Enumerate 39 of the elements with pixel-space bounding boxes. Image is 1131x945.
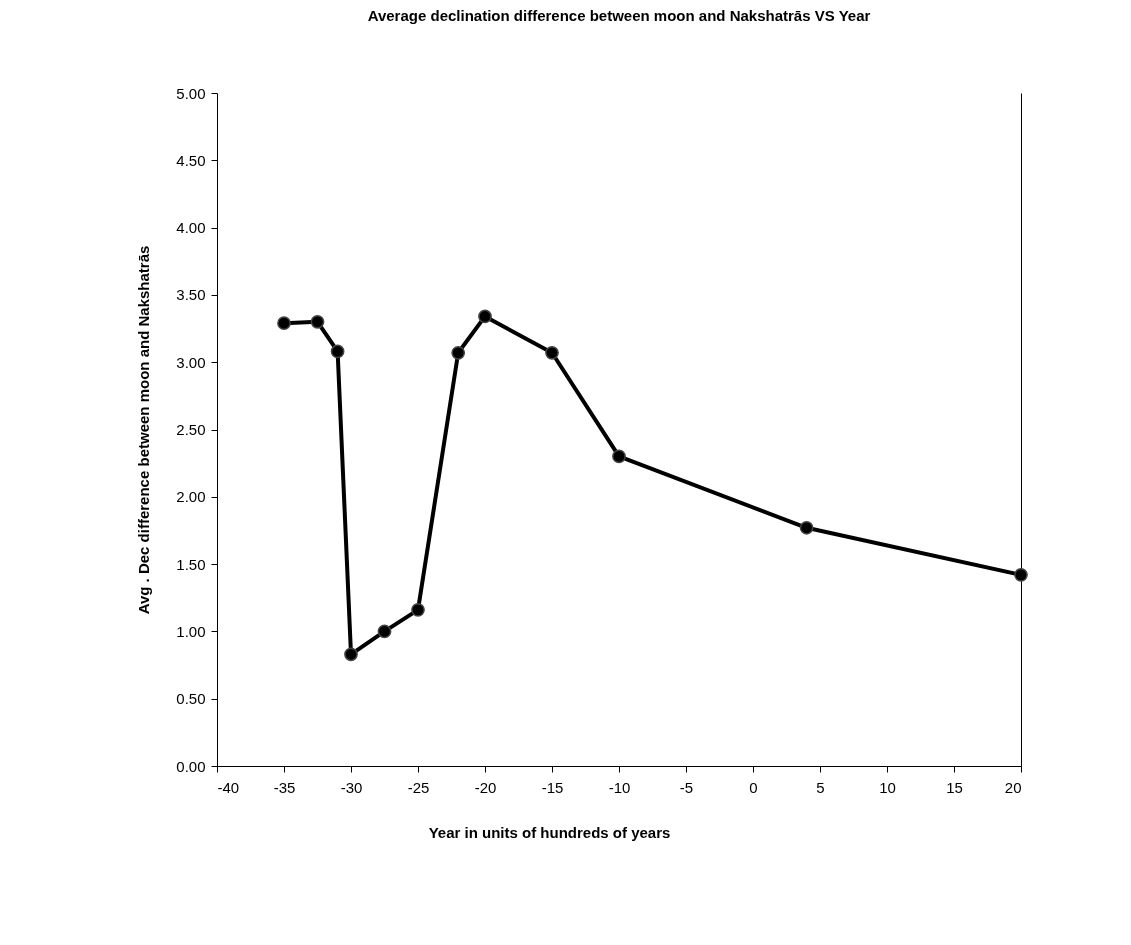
point bbox=[612, 449, 626, 464]
y-tick-label: 4.00 bbox=[176, 219, 206, 237]
point bbox=[411, 603, 425, 617]
x-tick-label: 0 bbox=[749, 778, 758, 796]
x-axis-title: Year in units of hundreds of years bbox=[428, 823, 671, 841]
point bbox=[799, 520, 814, 535]
x-tick-label: 15 bbox=[946, 778, 963, 796]
x-tick-label: -5 bbox=[679, 778, 694, 796]
point bbox=[1014, 568, 1028, 582]
y-tick-label: 3.50 bbox=[176, 286, 206, 304]
point bbox=[545, 345, 559, 360]
y-tick-label: 1.00 bbox=[176, 622, 206, 640]
x-tick-label: 5 bbox=[816, 778, 825, 796]
y-tick-label: 3.00 bbox=[176, 353, 206, 371]
y-tick-label: 1.50 bbox=[176, 555, 206, 573]
x-tick-label: -15 bbox=[541, 778, 564, 796]
y-tick-label: 2.50 bbox=[176, 421, 206, 438]
point bbox=[344, 647, 358, 662]
point bbox=[310, 314, 325, 329]
x-tick-label: -20 bbox=[474, 778, 497, 796]
point bbox=[377, 624, 392, 639]
x-tick-label: -35 bbox=[273, 778, 296, 796]
y-tick-label: 5.00 bbox=[176, 84, 206, 102]
point bbox=[277, 316, 291, 331]
y-axis-title: Avg . Dec difference between moon and Nakshatrās bbox=[135, 245, 153, 615]
x-tick-label: -10 bbox=[608, 778, 631, 796]
y-tick-label: 0.50 bbox=[176, 690, 206, 708]
y-tick-label: 0.00 bbox=[176, 757, 206, 775]
x-tick-label: -25 bbox=[407, 778, 430, 796]
point bbox=[330, 344, 345, 359]
x-tick-label: 20 bbox=[1004, 778, 1022, 796]
chart-title: Average declination difference between moon and Nakshatrās VS Year bbox=[367, 7, 871, 24]
y-tick-label: 2.00 bbox=[176, 488, 206, 506]
point bbox=[478, 309, 492, 324]
x-tick-label: -40 bbox=[217, 778, 240, 796]
x-tick-label: 10 bbox=[879, 778, 896, 796]
point bbox=[451, 345, 466, 360]
x-tick-label: -30 bbox=[340, 778, 363, 796]
y-tick-label: 4.50 bbox=[176, 151, 206, 169]
